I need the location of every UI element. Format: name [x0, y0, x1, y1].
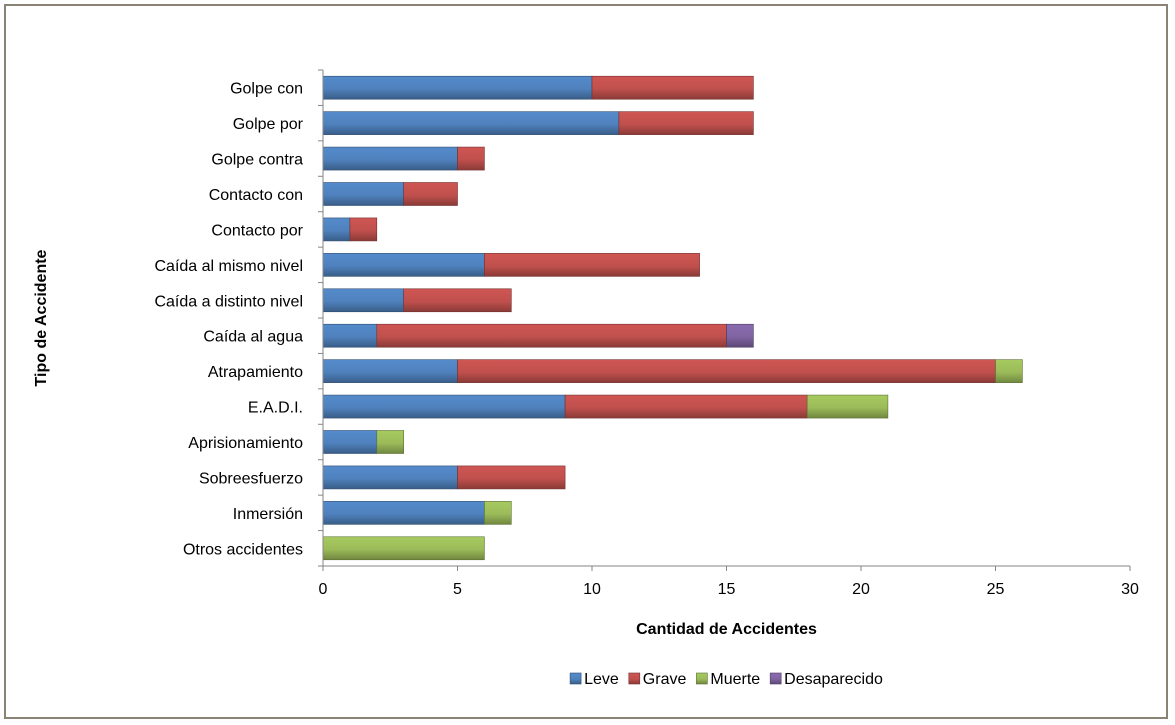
bar-segment-leve-4 — [322, 217, 351, 242]
bar-segment-leve-12 — [322, 501, 485, 525]
category-label: Contacto por — [211, 222, 303, 239]
legend-item-leve: Leve — [569, 671, 619, 688]
legend-label: Desaparecido — [784, 671, 883, 688]
category-label: Sobreesfuerzo — [199, 470, 303, 487]
bar-segment-leve-7 — [322, 323, 378, 348]
category-label: Otros accidentes — [183, 541, 303, 558]
bar-segment-grave-5 — [484, 253, 700, 277]
legend-swatch — [696, 672, 708, 685]
bar-segment-muerte-9 — [806, 394, 889, 419]
bar-segment-leve-0 — [322, 75, 593, 100]
x-tick-label: 20 — [852, 581, 870, 598]
bar-segment-leve-10 — [322, 430, 378, 454]
x-tick-label: 30 — [1121, 581, 1139, 598]
legend-item-grave: Grave — [628, 671, 687, 688]
bar-segment-grave-3 — [403, 182, 458, 206]
bar-segment-desaparecido-7 — [726, 323, 754, 348]
x-tick-label: 0 — [319, 581, 328, 598]
legend-label: Muerte — [710, 671, 760, 688]
bar-segment-grave-8 — [457, 359, 996, 383]
category-label: Golpe con — [230, 81, 303, 98]
bar-segment-muerte-10 — [376, 430, 404, 454]
bar-segment-leve-5 — [322, 253, 485, 277]
bar-segment-muerte-13 — [322, 536, 485, 561]
bar-segment-grave-9 — [564, 394, 808, 419]
bar-segment-grave-1 — [618, 111, 754, 135]
x-tick-label: 10 — [583, 581, 601, 598]
bar-segment-grave-2 — [457, 146, 485, 171]
legend-label: Grave — [643, 671, 687, 688]
bar-segment-leve-6 — [322, 288, 404, 313]
bar-segment-grave-0 — [591, 75, 754, 100]
bar-segment-grave-11 — [457, 465, 566, 490]
bar-segment-grave-4 — [349, 217, 378, 242]
x-tick-label: 25 — [987, 581, 1005, 598]
category-label: E.A.D.I. — [248, 400, 303, 417]
x-tick-label: 5 — [453, 581, 462, 598]
x-axis-title: Cantidad de Accidentes — [636, 621, 817, 638]
category-label: Aprisionamiento — [188, 435, 303, 452]
category-label: Atrapamiento — [208, 364, 303, 381]
bar-segment-leve-8 — [322, 359, 458, 383]
legend: Leve Grave Muerte Desaparecido — [569, 671, 883, 688]
category-label: Caída a distinto nivel — [154, 293, 303, 310]
category-label: Caída al agua — [203, 329, 303, 346]
bar-segment-leve-11 — [322, 465, 458, 490]
x-tick-labels: 0 5 10 15 20 25 30 — [319, 581, 1139, 598]
legend-swatch — [569, 672, 582, 685]
category-label: Golpe contra — [211, 152, 303, 169]
legend-swatch — [769, 672, 782, 685]
legend-item-desaparecido: Desaparecido — [769, 671, 883, 688]
legend-swatch — [628, 672, 641, 685]
bar-segment-grave-7 — [376, 323, 727, 348]
legend-label: Leve — [584, 671, 619, 688]
bar-segment-leve-3 — [322, 182, 404, 206]
bar-segment-leve-2 — [322, 146, 458, 171]
category-labels: Golpe con Golpe por Golpe contra Contacto c… — [154, 81, 303, 559]
bar-segment-muerte-12 — [484, 501, 512, 525]
legend-item-muerte: Muerte — [696, 671, 760, 688]
bar-segment-leve-1 — [322, 111, 620, 135]
bar-segment-leve-9 — [322, 394, 566, 419]
category-label: Golpe por — [233, 116, 304, 133]
y-axis-title: Tipo de Accidente — [33, 249, 50, 386]
bar-segment-grave-6 — [403, 288, 512, 313]
category-label: Caída al mismo nivel — [155, 258, 304, 275]
category-label: Inmersión — [233, 506, 303, 523]
bars-group — [322, 75, 1023, 561]
bar-segment-muerte-8 — [995, 359, 1023, 383]
x-tick-label: 15 — [718, 581, 736, 598]
axes-group — [318, 69, 1131, 571]
category-label: Contacto con — [209, 187, 303, 204]
